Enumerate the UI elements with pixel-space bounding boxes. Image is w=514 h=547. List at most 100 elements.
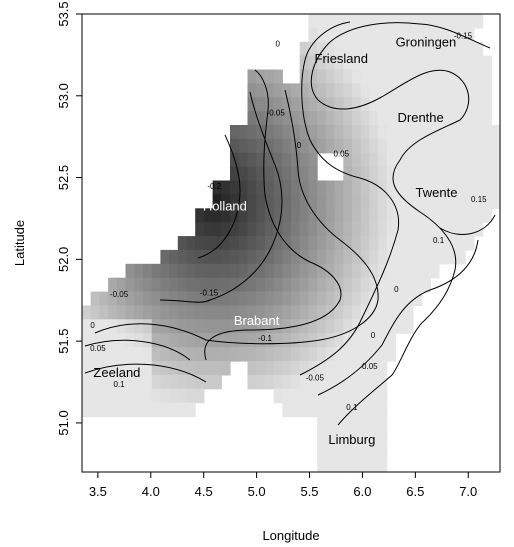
heatmap-cell [343,222,353,237]
heatmap-cell [430,83,440,98]
heatmap-cell [352,388,362,404]
heatmap-cell [264,236,275,251]
heatmap-cell [177,249,188,265]
heatmap-cell [125,374,135,390]
heatmap-cell [386,347,397,362]
heatmap-cell [82,402,92,418]
heatmap-cell [273,208,283,223]
heatmap-cell [177,402,188,418]
heatmap-cell [473,125,484,140]
heatmap-cell [282,347,292,362]
heatmap-cell [264,83,275,98]
heatmap-cell [334,180,344,195]
heatmap-cell [177,361,188,376]
heatmap-cell [273,97,283,112]
heatmap-cell [282,208,292,223]
heatmap-cell [116,305,127,320]
heatmap-cell [360,347,370,362]
heatmap-cell [273,388,283,404]
heatmap-cell [404,138,414,154]
heatmap-cell [99,361,109,376]
heatmap-cell [378,416,388,431]
heatmap-cell [203,361,214,376]
heatmap-cell [299,374,309,390]
heatmap-cell [282,180,292,195]
heatmap-cell [90,361,100,376]
heatmap-cell [369,402,379,418]
region-label: Brabant [234,313,280,328]
heatmap-cell [317,138,327,154]
heatmap-cell [473,222,484,237]
heatmap-cell [186,361,196,376]
heatmap-cell [238,125,249,140]
heatmap-cell [352,374,362,390]
heatmap-cell [456,83,466,98]
heatmap-cell [317,263,327,279]
heatmap-cell [412,27,423,43]
heatmap-cell [221,333,231,348]
heatmap-cell [169,388,179,404]
heatmap-cell [230,194,240,209]
heatmap-cell [430,138,440,154]
heatmap-cell [134,333,144,348]
heatmap-cell [317,374,327,390]
heatmap-cell [430,249,440,265]
heatmap-cell [264,305,275,320]
contour-label: -0.1 [258,334,272,343]
heatmap-cell [291,125,301,140]
heatmap-cell [82,319,92,334]
heatmap-cell [308,305,318,320]
heatmap-cell [203,249,214,265]
heatmap-cell [369,291,379,307]
heatmap-cell [352,208,362,223]
heatmap-cell [343,97,353,112]
heatmap-cell [325,180,336,195]
heatmap-cell [221,305,231,320]
heatmap-cell [439,27,449,43]
heatmap-cell [317,291,327,307]
heatmap-cell [447,249,458,265]
x-tick-label: 4.0 [142,484,160,499]
heatmap-cell [386,305,397,320]
heatmap-cell [82,333,92,348]
heatmap-cell [230,249,240,265]
heatmap-cell [247,263,257,279]
heatmap-cell [334,305,344,320]
heatmap-cell [82,388,92,404]
heatmap-cell [99,305,109,320]
heatmap-cell [195,388,205,404]
heatmap-cell [160,347,170,362]
heatmap-cell [456,236,466,251]
heatmap-cell [439,69,449,84]
heatmap-cell [177,333,188,348]
heatmap-cell [386,152,397,168]
heatmap-cell [378,236,388,251]
heatmap-cell [343,27,353,43]
heatmap-cell [465,236,475,251]
heatmap-cell [360,374,370,390]
heatmap-cell [177,305,188,320]
heatmap-cell [412,277,423,293]
contour-label: 0 [371,331,376,340]
heatmap-cell [404,69,414,84]
y-tick-label: 51.5 [56,328,71,353]
heatmap-cell [125,361,135,376]
heatmap-cell [430,55,440,71]
heatmap-cell [343,83,353,98]
heatmap-cell [282,291,292,307]
heatmap-cell [256,152,266,168]
heatmap-cell [343,416,353,431]
heatmap-cell [439,125,449,140]
heatmap-cell [360,83,370,98]
heatmap-cell [343,69,353,84]
heatmap-cell [378,444,388,459]
heatmap-cell [421,166,431,182]
heatmap-cell [177,263,188,279]
heatmap-cell [195,263,205,279]
heatmap-cell [386,166,397,182]
heatmap-cell [378,97,388,112]
heatmap-cell [421,152,431,168]
heatmap-cell [482,125,492,140]
heatmap-cell [395,55,405,71]
heatmap-cell [125,319,135,334]
